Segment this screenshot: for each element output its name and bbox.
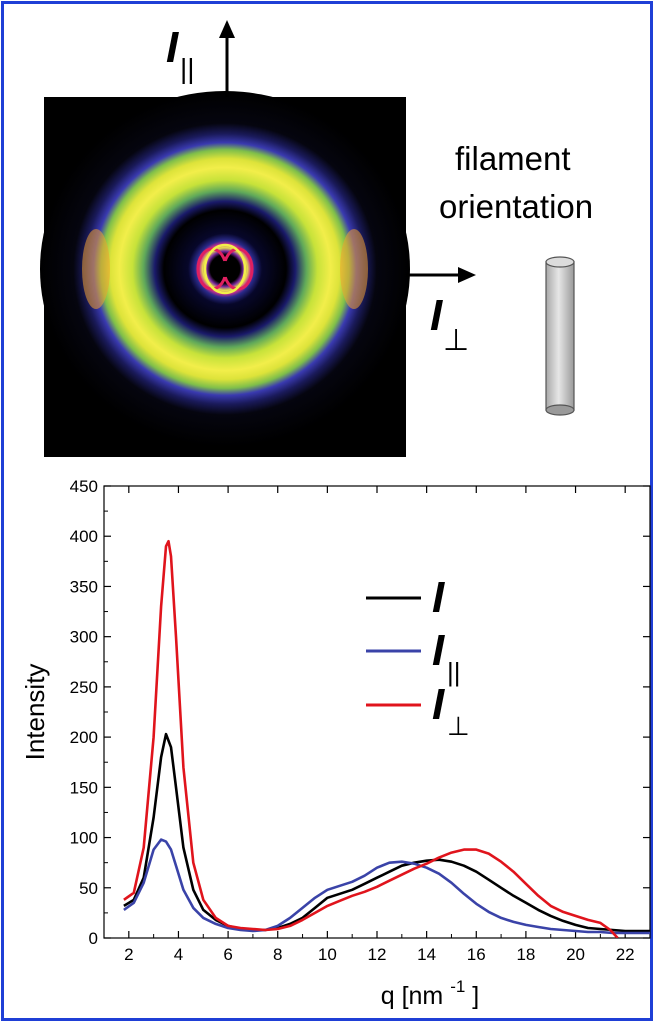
y-tick-label: 300: [70, 628, 98, 647]
arrow-up-icon: [219, 20, 235, 97]
legend-label-2: I: [432, 680, 445, 729]
y-tick-label: 50: [79, 879, 98, 898]
x-tick-label: 4: [174, 945, 183, 964]
x-tick-label: 2: [124, 945, 133, 964]
y-tick-label: 200: [70, 728, 98, 747]
series-line-2: [123, 539, 619, 938]
legend-subscript-1: ||: [447, 657, 461, 687]
x-axis-label-main: q [nm: [381, 982, 444, 1010]
x-tick-label: 16: [467, 945, 486, 964]
i-parallel-subscript: ||: [180, 53, 195, 84]
x-axis-label: q [nm -1 ]: [381, 970, 480, 1010]
cylinder-icon: [545, 256, 575, 416]
y-tick-label: 100: [70, 829, 98, 848]
i-perp-label: I: [430, 291, 443, 340]
x-tick-label: 18: [516, 945, 535, 964]
i-parallel-label: I: [166, 23, 179, 72]
y-tick-label: 150: [70, 778, 98, 797]
x-tick-label: 12: [368, 945, 387, 964]
series-line-1: [123, 838, 650, 935]
x-axis-label-end: ]: [472, 982, 479, 1010]
i-perp-subscript: ⊥: [443, 324, 469, 357]
arrow-right-icon: [406, 267, 476, 283]
x-axis-label-sup: -1: [450, 977, 465, 996]
y-tick-label: 0: [89, 929, 98, 948]
y-tick-label: 250: [70, 678, 98, 697]
x-tick-label: 6: [223, 945, 232, 964]
x-tick-label: 10: [318, 945, 337, 964]
plot-frame: [103, 485, 651, 939]
y-axis-label: Intensity: [20, 664, 50, 761]
intensity-chart: 0 50 100 150 200 250 300 350 400 450 2 4 6 8 10 12 14 16…: [20, 477, 651, 1010]
filament-label-line1: filament: [455, 140, 571, 177]
legend-label-1: I: [432, 626, 445, 675]
x-tick-label: 22: [616, 945, 635, 964]
y-tick-label: 450: [70, 477, 98, 496]
y-tick-label: 400: [70, 527, 98, 546]
filament-label-line2: orientation: [439, 188, 593, 225]
series-line-0: [123, 732, 650, 933]
y-tick-label: 350: [70, 577, 98, 596]
x-tick-label: 20: [566, 945, 585, 964]
legend-subscript-2: ⊥: [447, 711, 470, 741]
x-tick-label: 14: [417, 945, 436, 964]
x-tick-label: 8: [273, 945, 282, 964]
saxs-pattern-image: [40, 91, 410, 457]
legend-label-0: I: [432, 573, 445, 622]
